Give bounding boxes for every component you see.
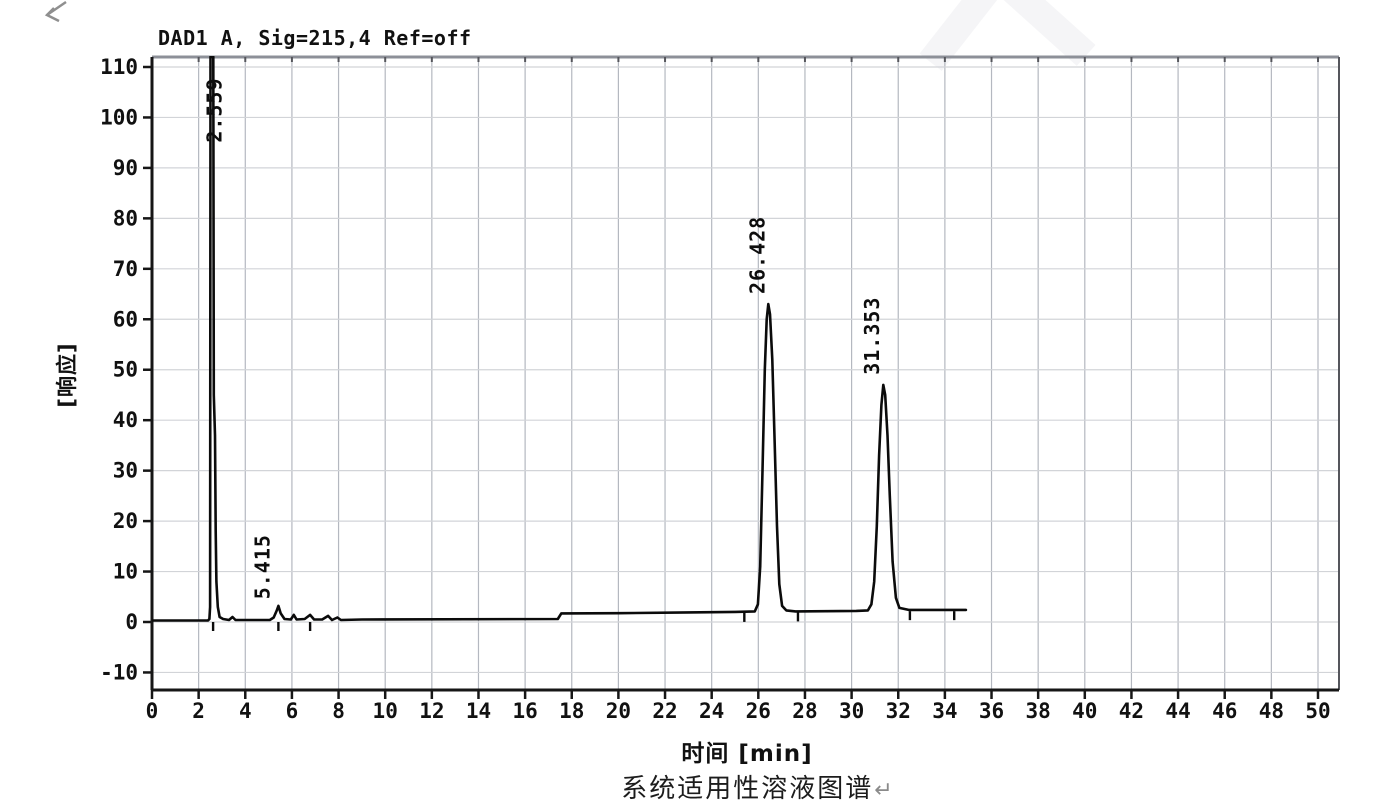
peak-retention-time-label: 31.353 bbox=[860, 297, 884, 375]
y-axis-label: [响应] bbox=[55, 342, 79, 408]
x-tick-label: 48 bbox=[1259, 699, 1284, 723]
y-tick-label: 80 bbox=[113, 206, 138, 230]
signal-trace bbox=[152, 56, 968, 622]
x-tick-label: 6 bbox=[286, 699, 299, 723]
corner-return-arrow-icon bbox=[44, 0, 67, 23]
caption-text: 系统适用性溶液图谱 bbox=[621, 774, 874, 803]
x-tick-label: 4 bbox=[239, 699, 252, 723]
x-tick-label: 42 bbox=[1119, 699, 1144, 723]
x-tick-label: 10 bbox=[373, 699, 398, 723]
x-tick-label: 18 bbox=[559, 699, 584, 723]
peak-retention-time-label: 2.559 bbox=[203, 77, 227, 142]
y-tick-label: 40 bbox=[113, 408, 138, 432]
x-tick-label: 34 bbox=[932, 699, 957, 723]
x-tick-label: 50 bbox=[1305, 699, 1330, 723]
x-tick-label: 26 bbox=[746, 699, 771, 723]
x-tick-label: 8 bbox=[332, 699, 345, 723]
x-tick-label: 14 bbox=[466, 699, 491, 723]
y-tick-label: 0 bbox=[125, 610, 138, 634]
x-tick-label: 22 bbox=[652, 699, 677, 723]
y-tick-label: 10 bbox=[113, 560, 138, 584]
x-tick-label: 20 bbox=[606, 699, 631, 723]
x-tick-label: 46 bbox=[1212, 699, 1237, 723]
x-tick-label: 0 bbox=[146, 699, 159, 723]
x-tick-label: 38 bbox=[1026, 699, 1051, 723]
y-tick-label: 30 bbox=[113, 459, 138, 483]
y-tick-label: 50 bbox=[113, 358, 138, 382]
y-tick-label: 70 bbox=[113, 257, 138, 281]
chart-title: DAD1 A, Sig=215,4 Ref=off bbox=[158, 26, 472, 50]
figure-caption: 系统适用性溶液图谱↵ bbox=[621, 768, 892, 805]
x-tick-label: 16 bbox=[512, 699, 537, 723]
x-tick-label: 36 bbox=[979, 699, 1004, 723]
y-tick-label: -10 bbox=[100, 660, 138, 684]
y-tick-label: 90 bbox=[113, 156, 138, 180]
peak-retention-time-label: 26.428 bbox=[745, 216, 769, 294]
y-tick-label: 100 bbox=[100, 105, 138, 129]
x-tick-label: 28 bbox=[792, 699, 817, 723]
y-tick-label: 110 bbox=[100, 55, 138, 79]
x-tick-label: 2 bbox=[192, 699, 205, 723]
x-tick-label: 30 bbox=[839, 699, 864, 723]
x-axis-label: 时间 [min] bbox=[681, 741, 813, 767]
x-tick-label: 44 bbox=[1165, 699, 1190, 723]
paragraph-return-mark: ↵ bbox=[874, 777, 893, 802]
x-tick-label: 40 bbox=[1072, 699, 1097, 723]
peak-retention-time-label: 5.415 bbox=[250, 534, 274, 599]
x-tick-label: 12 bbox=[419, 699, 444, 723]
y-tick-label: 20 bbox=[113, 509, 138, 533]
x-tick-label: 32 bbox=[886, 699, 911, 723]
x-tick-label: 24 bbox=[699, 699, 724, 723]
y-tick-label: 60 bbox=[113, 307, 138, 331]
